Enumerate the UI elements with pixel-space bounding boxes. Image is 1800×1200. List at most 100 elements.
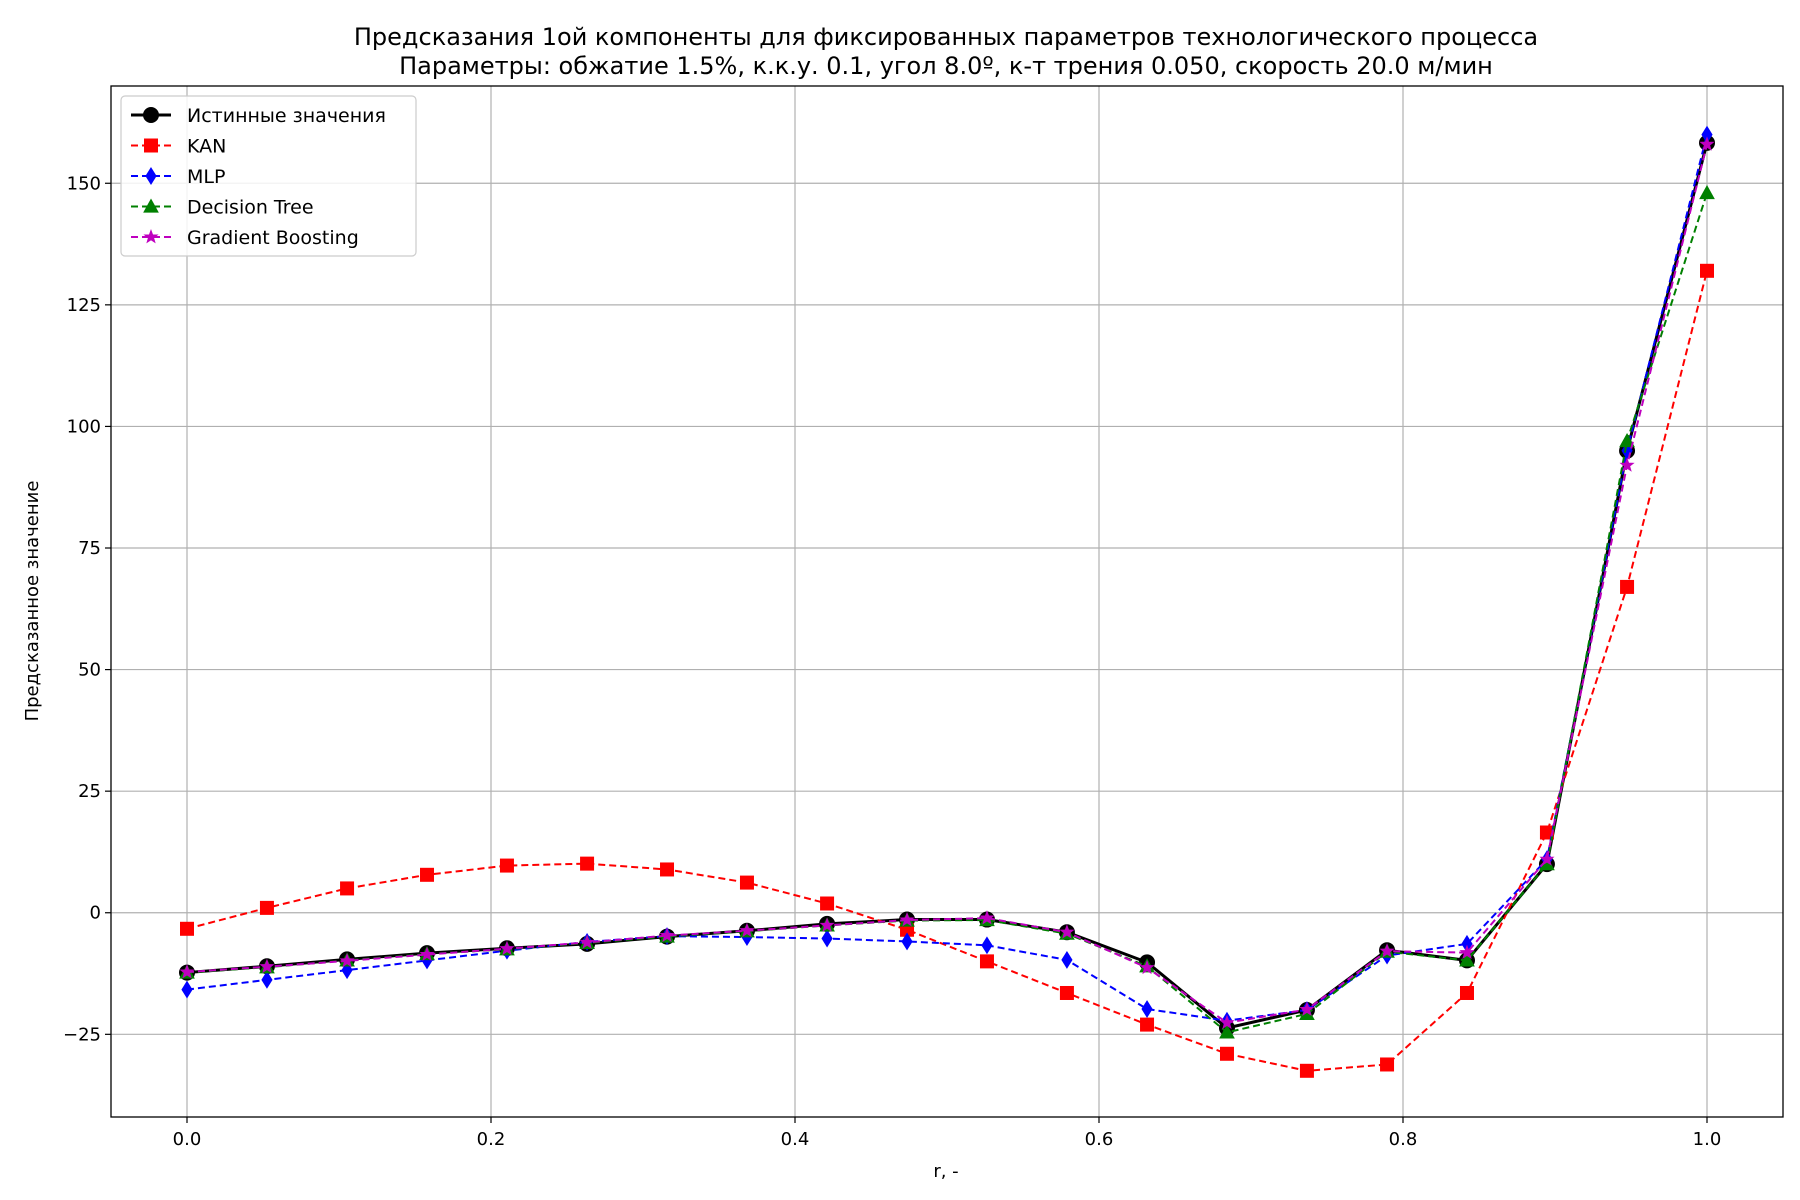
data-point <box>1539 825 1554 840</box>
legend-item: KAN <box>131 136 226 158</box>
y-tick-label: 100 <box>67 416 101 437</box>
data-point <box>1619 432 1635 448</box>
data-point <box>499 858 514 873</box>
legend-item: MLP <box>131 166 225 188</box>
series-line <box>186 270 1708 1072</box>
data-point <box>1379 943 1395 958</box>
x-tick-label: 0.4 <box>781 1129 810 1150</box>
series-line <box>186 144 1708 1024</box>
y-tick-label: 50 <box>78 660 101 681</box>
data-point <box>580 856 595 871</box>
legend-marker <box>143 198 159 213</box>
data-point <box>1699 136 1715 151</box>
data-point <box>979 910 995 925</box>
data-point <box>1459 985 1474 1000</box>
legend-item: Gradient Boosting <box>131 227 359 249</box>
series-истинные-значения <box>179 134 1715 1037</box>
data-point <box>821 929 833 948</box>
data-point <box>419 946 435 962</box>
series-kan <box>180 263 1714 1078</box>
x-tick-label: 1.0 <box>1693 1129 1722 1150</box>
legend-label: Истинные значения <box>187 105 386 127</box>
y-tick-label: 25 <box>78 781 101 802</box>
axis-ticks: 0.0 0.2 0.4 0.6 0.8 1.0 −25 0 25 50 75 100 125 150 <box>63 173 1721 1150</box>
data-point <box>259 900 274 915</box>
data-point <box>899 912 915 927</box>
legend-label: Decision Tree <box>187 197 314 219</box>
series-line <box>186 142 1709 1030</box>
data-point <box>181 980 193 999</box>
y-tick-label: 125 <box>67 295 101 316</box>
data-point <box>1219 1024 1235 1039</box>
data-point <box>579 934 595 949</box>
legend: Истинные значения KAN MLP Decision Tree Grad… <box>120 95 417 257</box>
data-series <box>179 125 1715 1078</box>
series-line <box>186 192 1708 1034</box>
data-point <box>1140 1017 1155 1032</box>
legend-box <box>120 95 417 257</box>
data-point <box>259 958 275 974</box>
x-tick-label: 0.2 <box>477 1129 506 1150</box>
series-decision-tree <box>179 184 1715 1039</box>
data-point <box>1141 1000 1153 1018</box>
data-point <box>659 927 675 943</box>
legend-marker <box>143 229 159 244</box>
legend-marker <box>143 107 159 123</box>
data-point <box>981 936 993 955</box>
data-point <box>1299 1063 1314 1078</box>
data-point <box>1299 1001 1315 1016</box>
legend-label: Gradient Boosting <box>187 227 359 249</box>
series-gradient-boosting <box>179 136 1715 1030</box>
data-point <box>739 922 755 938</box>
legend-marker <box>145 167 157 185</box>
data-point <box>179 964 195 979</box>
chart-subtitle: Параметры: обжатие 1.5%, к.к.у. 0.1, уго… <box>399 52 1493 80</box>
legend-label: MLP <box>187 166 225 188</box>
data-point <box>1139 959 1155 975</box>
y-axis-label: Предсказанное значение <box>22 481 43 722</box>
data-point <box>1380 1057 1395 1072</box>
data-point <box>420 867 435 882</box>
data-point <box>901 932 913 951</box>
legend-marker <box>144 138 158 153</box>
data-point <box>1700 263 1714 278</box>
plot-area-frame <box>110 85 1784 1118</box>
y-tick-label: 75 <box>78 538 101 559</box>
data-point <box>1219 1014 1235 1030</box>
data-point <box>1619 457 1635 472</box>
data-point <box>1459 944 1475 960</box>
data-point <box>261 970 273 989</box>
legend-item: Decision Tree <box>131 197 314 219</box>
data-point <box>499 940 515 956</box>
data-point <box>1459 952 1475 967</box>
y-tick-label: −25 <box>63 1024 101 1045</box>
data-point <box>1539 851 1555 866</box>
data-point <box>339 952 355 968</box>
data-point <box>819 917 835 932</box>
y-tick-label: 0 <box>90 903 101 924</box>
data-point <box>979 954 994 969</box>
series-mlp <box>181 125 1713 1030</box>
chart-title: Предсказания 1ой компоненты для фиксиров… <box>354 23 1538 51</box>
x-axis-label: r, - <box>933 1161 958 1182</box>
data-point <box>1219 1046 1234 1061</box>
legend-label: KAN <box>187 136 226 158</box>
grid <box>111 86 1783 1117</box>
data-point <box>1699 184 1715 200</box>
y-tick-label: 150 <box>67 173 101 194</box>
legend-item: Истинные значения <box>131 105 386 127</box>
x-tick-label: 0.6 <box>1085 1129 1114 1150</box>
data-point <box>1061 950 1073 969</box>
x-tick-label: 0.8 <box>1389 1129 1418 1150</box>
data-point <box>739 875 754 890</box>
data-point <box>820 896 835 911</box>
data-point <box>180 921 194 936</box>
data-point <box>660 862 675 877</box>
data-point <box>1620 579 1635 594</box>
series-line <box>186 134 1708 1022</box>
data-point <box>1059 924 1075 939</box>
data-point <box>1059 985 1074 1000</box>
data-point <box>340 881 355 896</box>
x-tick-label: 0.0 <box>173 1129 202 1150</box>
